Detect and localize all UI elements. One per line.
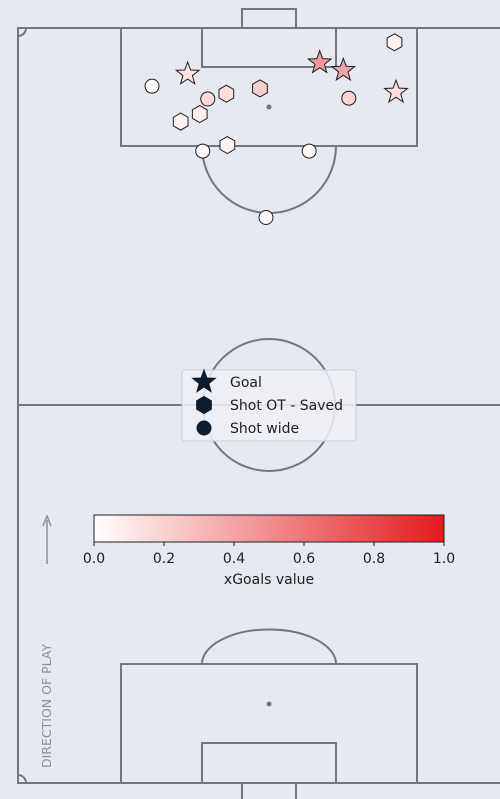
legend-marker-circle [196, 420, 212, 436]
shot-marker-star [174, 60, 201, 85]
shot-marker-hexagon [172, 112, 189, 131]
shot-marker-star [306, 49, 333, 74]
direction-label: DIRECTION OF PLAY [39, 644, 54, 768]
penalty-area-top [120, 27, 418, 147]
colorbar-label: xGoals value [224, 572, 314, 588]
shot-marker-hexagon [218, 84, 235, 103]
legend-marker-hexagon [196, 395, 212, 415]
shot-marker-star [383, 78, 409, 104]
corner-arc-top-left [17, 27, 27, 37]
shot-marker-circle [258, 210, 274, 226]
shot-marker-hexagon [252, 79, 268, 98]
shot-marker-circle [200, 91, 216, 107]
legend: Goal Shot OT - Saved Shot wide [181, 368, 357, 442]
penalty-arc-top [201, 145, 337, 214]
colorbar-tick-label: 0.2 [153, 551, 175, 567]
colorbar-tick-label: 0.4 [223, 551, 245, 567]
shot-marker-circle [144, 78, 160, 94]
shot-marker-hexagon [191, 104, 208, 124]
shot-markers [144, 33, 409, 226]
direction-of-play: DIRECTION OF PLAY [39, 513, 54, 768]
penalty-spot-bottom [266, 701, 272, 707]
shot-marker-circle [301, 143, 317, 159]
legend-label: Goal [230, 375, 262, 391]
penalty-spot-top [266, 104, 272, 110]
shot-marker-star [330, 56, 357, 82]
shot-marker-hexagon [219, 135, 236, 155]
direction-arrow-icon [42, 513, 52, 527]
penalty-arc-bottom [201, 628, 337, 665]
legend-label: Shot wide [230, 421, 299, 437]
shot-marker-circle [195, 143, 211, 159]
penalty-area-bottom [120, 663, 418, 784]
shot-marker-hexagon [386, 33, 403, 52]
legend-label: Shot OT - Saved [230, 398, 343, 414]
colorbar-tick-label: 0.6 [293, 551, 315, 567]
colorbar-tick-label: 0.0 [83, 551, 105, 567]
shot-marker-circle [341, 90, 357, 106]
goal-top [241, 8, 297, 29]
colorbar-tick-label: 0.8 [363, 551, 385, 567]
goal-area-bottom [201, 742, 337, 784]
legend-box [181, 369, 357, 442]
legend-marker-star [191, 368, 217, 393]
colorbar: 0.0 0.2 0.4 0.6 0.8 1.0 xGoals value [83, 514, 455, 588]
corner-arc-bottom-left [17, 774, 27, 784]
colorbar-gradient [93, 514, 445, 543]
colorbar-tick-label: 1.0 [433, 551, 455, 567]
